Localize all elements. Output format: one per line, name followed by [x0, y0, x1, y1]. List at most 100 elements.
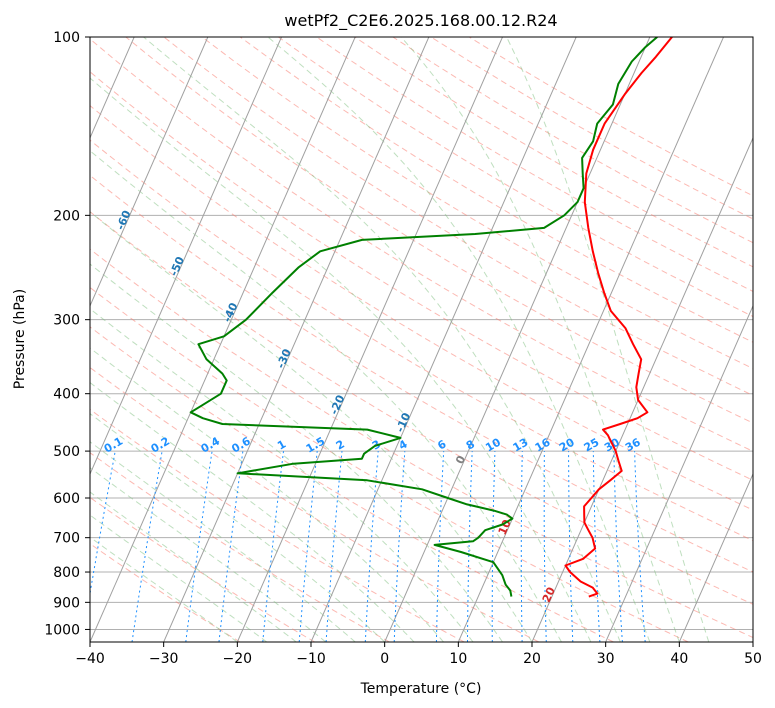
isotherm-label: 10: [496, 517, 514, 537]
moist-adiabat-line: [90, 467, 327, 642]
moist-adiabat-line: [90, 150, 562, 642]
y-axis: 100 200 300 400 500 600 700 800 900 1000: [44, 30, 90, 638]
moist-adiabat-line: [90, 491, 297, 642]
isotherm-line: [163, 37, 430, 642]
chart-title: wetPf2_C2E6.2025.168.00.12.R24: [284, 11, 557, 31]
isotherm-line: [310, 37, 577, 642]
moist-adiabat-line: [90, 381, 415, 642]
dry-adiabat-line: [278, 37, 753, 318]
mixing-ratio-label: 36: [623, 435, 643, 454]
y-tick-label: 800: [53, 565, 80, 581]
y-tick-label: 200: [53, 208, 80, 224]
dry-adiabat-line: [125, 37, 753, 424]
x-tick-label: 20: [523, 651, 541, 667]
moist-adiabat-line: [90, 441, 356, 642]
y-tick-label: 700: [53, 531, 80, 547]
mixing-ratio-line: [185, 451, 213, 642]
mixing-ratio-line: [520, 451, 523, 642]
isotherm-line: [90, 37, 356, 642]
x-tick-label: 30: [597, 651, 615, 667]
mixing-ratio-label: 2: [334, 438, 347, 453]
isotherm-line: [752, 640, 753, 642]
dry-adiabat-line: [90, 496, 315, 642]
mixing-ratio-label: 13: [511, 436, 531, 455]
plot-frame: [89, 36, 754, 643]
isotherm-line: [90, 37, 209, 308]
mixing-ratio-line: [218, 451, 244, 642]
isotherm-line: [384, 37, 651, 642]
mixing-ratio-line: [634, 451, 646, 642]
moist-adiabat-line: [506, 37, 710, 642]
mixing-ratio-label: 16: [533, 435, 553, 454]
mixing-ratio-label: 10: [483, 435, 503, 454]
y-tick-label: 600: [53, 491, 80, 507]
moist-adiabat-line: [90, 347, 444, 642]
x-tick-label: 50: [744, 651, 762, 667]
isotherm-line: [236, 37, 504, 642]
dry-adiabat-line: [90, 366, 540, 642]
isotherm-line: [90, 37, 283, 476]
dry-adiabat-line: [90, 38, 753, 452]
mixing-ratio-line: [491, 451, 496, 642]
moist-adiabat-line: [90, 514, 268, 642]
x-tick-label: 0: [380, 651, 389, 667]
y-tick-label: 300: [53, 313, 80, 329]
dry-adiabat-line: [90, 211, 753, 605]
y-tick-label: 100: [53, 30, 80, 46]
x-axis-label: Temperature (°C): [360, 681, 482, 697]
isotherm-line: [90, 37, 135, 140]
isotherm-line: [457, 37, 725, 642]
isotherms: [0, 10, 753, 654]
dry-adiabat-line: [90, 104, 753, 511]
dry-adiabat-line: [201, 37, 753, 370]
x-tick-label: −30: [149, 651, 179, 667]
isotherm-line: [678, 472, 753, 642]
x-tick-label: −20: [223, 651, 253, 667]
mixing-ratio-label: 6: [435, 437, 448, 452]
y-tick-label: 500: [53, 444, 80, 460]
mixing-ratio-label: 4: [397, 437, 410, 452]
isotherm-label: 20: [540, 585, 558, 605]
dry-adiabat-line: [90, 452, 390, 642]
mixing-ratio-label: 0.6: [229, 434, 253, 455]
x-tick-label: −10: [296, 651, 326, 667]
x-tick-label: 40: [670, 651, 688, 667]
x-tick-label: 10: [449, 651, 467, 667]
mixing-ratio-line: [393, 451, 406, 642]
x-axis: −40 −30 −20 −10 0 10 20 30 40 50: [75, 642, 762, 667]
dry-adiabat-line: [90, 408, 465, 642]
moist-adiabat-line: [90, 263, 503, 642]
isotherm-line: [531, 136, 753, 642]
dry-adiabat-line: [90, 174, 753, 573]
moist-adiabat-line: [90, 536, 238, 642]
moist-adiabat-line: [143, 37, 621, 642]
isotherm-line: [605, 304, 753, 642]
dry-adiabat-line: [90, 326, 614, 642]
sounding-series: [189, 37, 673, 598]
y-tick-label: 400: [53, 387, 80, 403]
mixing-ratio-line: [90, 451, 116, 597]
mixing-ratio-line: [131, 451, 163, 642]
mixing-ratio-label: 25: [582, 436, 602, 455]
dry-adiabat-line: [90, 139, 753, 542]
dry-adiabat-line: [354, 37, 753, 268]
mixing-ratio-label: 0.4: [199, 434, 223, 455]
mixing-ratio-label: 0.2: [149, 435, 172, 456]
dry-adiabat-line: [392, 37, 753, 244]
moist-adiabat-line: [90, 412, 386, 642]
y-axis-label: Pressure (hPa): [12, 289, 28, 389]
mixing-ratio-line: [467, 451, 473, 642]
dry-adiabat-line: [468, 37, 753, 197]
y-tick-label: 1000: [44, 622, 80, 638]
moist-adiabat-line: [90, 211, 533, 642]
moist-adiabat-line: [90, 308, 474, 642]
dry-adiabat-line: [90, 543, 241, 642]
sounding-series-line-0: [564, 37, 673, 598]
x-tick-label: −40: [75, 651, 105, 667]
dry-adiabat-line: [90, 248, 753, 639]
isotherm-line: [0, 10, 72, 654]
moist-adiabat-line: [90, 77, 592, 642]
mixing-ratio-label: 8: [464, 438, 477, 453]
y-tick-label: 900: [53, 595, 80, 611]
